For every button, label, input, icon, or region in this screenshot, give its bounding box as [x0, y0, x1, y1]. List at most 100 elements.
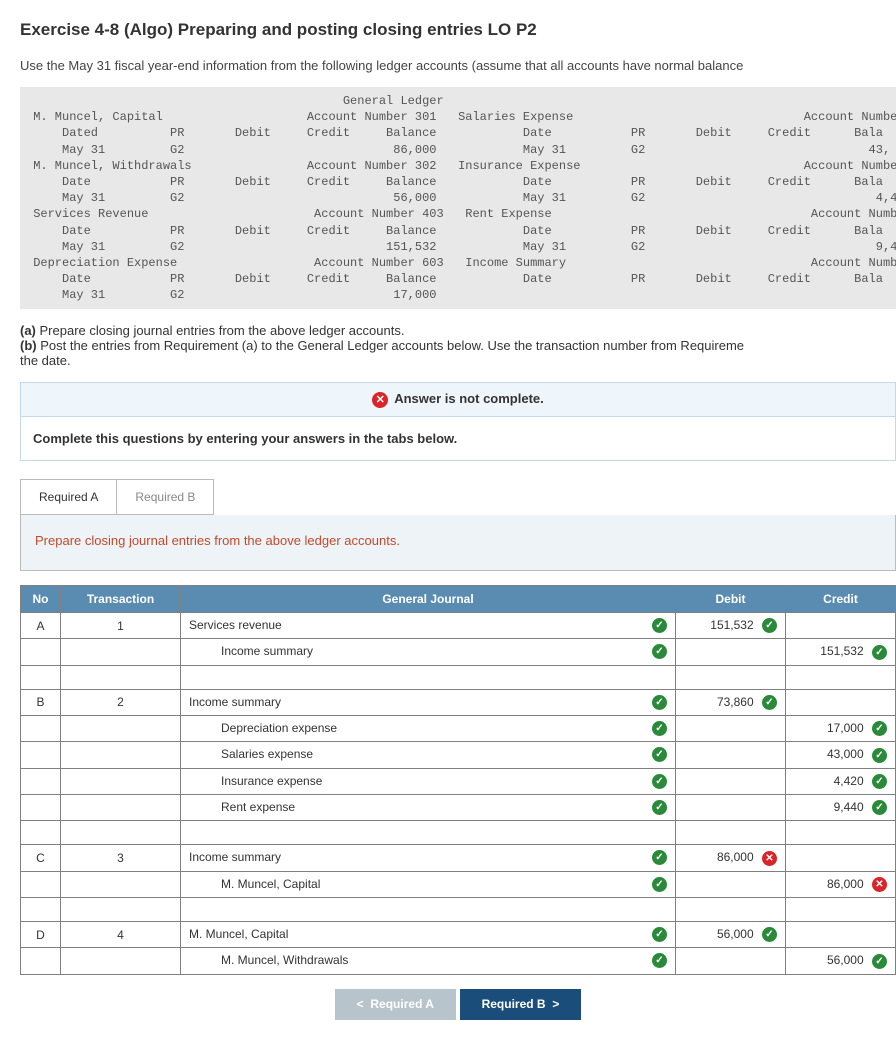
row-credit[interactable]: 43,000 ✓ — [786, 742, 896, 768]
row-no: D — [21, 921, 61, 947]
col-debit: Debit — [676, 586, 786, 613]
row-credit[interactable] — [786, 921, 896, 947]
row-credit[interactable]: 56,000 ✓ — [786, 948, 896, 974]
part-b-text: Post the entries from Requirement (a) to… — [40, 338, 744, 353]
check-icon: ✓ — [652, 953, 667, 968]
row-account[interactable]: Services revenue ✓ — [181, 613, 676, 639]
row-transaction — [61, 742, 181, 768]
journal-table: No Transaction General Journal Debit Cre… — [20, 585, 896, 975]
check-icon: ✓ — [872, 748, 887, 763]
alert-header: ✕ Answer is not complete. — [21, 383, 895, 416]
check-icon: ✓ — [762, 618, 777, 633]
row-no — [21, 768, 61, 794]
wrong-icon: ✕ — [872, 877, 887, 892]
row-debit[interactable]: 86,000 ✕ — [676, 845, 786, 871]
instructions: Use the May 31 fiscal year-end informati… — [20, 58, 896, 73]
row-debit[interactable] — [676, 742, 786, 768]
chevron-left-icon: < — [357, 998, 364, 1012]
row-no — [21, 742, 61, 768]
nav-next-label: Required B — [482, 997, 546, 1011]
check-icon: ✓ — [652, 927, 667, 942]
row-transaction — [61, 871, 181, 897]
tab-required-b[interactable]: Required B — [117, 479, 214, 515]
row-debit[interactable] — [676, 768, 786, 794]
alert-subtext: Complete this questions by entering your… — [21, 416, 895, 460]
row-transaction — [61, 948, 181, 974]
check-icon: ✓ — [872, 954, 887, 969]
row-debit[interactable]: 151,532 ✓ — [676, 613, 786, 639]
row-account[interactable]: M. Muncel, Capital ✓ — [181, 871, 676, 897]
row-credit[interactable]: 86,000 ✕ — [786, 871, 896, 897]
general-ledger-block: General Ledger M. Muncel, Capital Accoun… — [20, 87, 896, 309]
row-debit[interactable] — [676, 948, 786, 974]
nav-next-button[interactable]: Required B > — [460, 989, 582, 1020]
row-account[interactable]: Insurance expense ✓ — [181, 768, 676, 794]
tab-body: Prepare closing journal entries from the… — [20, 515, 896, 571]
tabs: Required ARequired B Prepare closing jou… — [20, 479, 896, 571]
row-no — [21, 715, 61, 741]
part-b-tail: the date. — [20, 353, 896, 368]
row-no: B — [21, 689, 61, 715]
row-credit[interactable] — [786, 689, 896, 715]
check-icon: ✓ — [652, 695, 667, 710]
row-credit[interactable]: 17,000 ✓ — [786, 715, 896, 741]
check-icon: ✓ — [652, 721, 667, 736]
col-no: No — [21, 586, 61, 613]
row-credit[interactable] — [786, 845, 896, 871]
check-icon: ✓ — [652, 747, 667, 762]
check-icon: ✓ — [872, 800, 887, 815]
tab-required-a[interactable]: Required A — [20, 479, 117, 515]
row-debit[interactable] — [676, 715, 786, 741]
row-credit[interactable]: 9,440 ✓ — [786, 794, 896, 820]
alert-title: Answer is not complete. — [394, 391, 544, 406]
row-transaction — [61, 794, 181, 820]
row-transaction — [61, 715, 181, 741]
question-list: (a) Prepare closing journal entries from… — [20, 323, 896, 368]
row-transaction: 1 — [61, 613, 181, 639]
row-account[interactable]: Income summary ✓ — [181, 689, 676, 715]
nav-buttons: < Required A Required B > — [20, 989, 896, 1020]
row-debit[interactable] — [676, 794, 786, 820]
error-icon: ✕ — [372, 392, 388, 408]
check-icon: ✓ — [872, 645, 887, 660]
row-debit[interactable]: 73,860 ✓ — [676, 689, 786, 715]
row-transaction: 4 — [61, 921, 181, 947]
row-no — [21, 639, 61, 665]
part-a-text: Prepare closing journal entries from the… — [40, 323, 405, 338]
row-debit[interactable] — [676, 871, 786, 897]
alert-box: ✕ Answer is not complete. Complete this q… — [20, 382, 896, 461]
row-transaction — [61, 639, 181, 665]
check-icon: ✓ — [652, 644, 667, 659]
row-transaction — [61, 768, 181, 794]
check-icon: ✓ — [762, 695, 777, 710]
row-account[interactable]: Rent expense ✓ — [181, 794, 676, 820]
row-debit[interactable]: 56,000 ✓ — [676, 921, 786, 947]
tab-body-text: Prepare closing journal entries from the… — [35, 533, 881, 548]
check-icon: ✓ — [872, 774, 887, 789]
nav-prev-button[interactable]: < Required A — [335, 989, 456, 1020]
row-no: A — [21, 613, 61, 639]
row-credit[interactable]: 4,420 ✓ — [786, 768, 896, 794]
row-account[interactable]: Income summary ✓ — [181, 639, 676, 665]
row-account[interactable]: Depreciation expense ✓ — [181, 715, 676, 741]
row-account[interactable]: M. Muncel, Withdrawals ✓ — [181, 948, 676, 974]
col-general-journal: General Journal — [181, 586, 676, 613]
row-account[interactable]: Income summary ✓ — [181, 845, 676, 871]
row-credit[interactable] — [786, 613, 896, 639]
wrong-icon: ✕ — [762, 851, 777, 866]
row-debit[interactable] — [676, 639, 786, 665]
col-credit: Credit — [786, 586, 896, 613]
row-no — [21, 794, 61, 820]
row-transaction: 3 — [61, 845, 181, 871]
check-icon: ✓ — [652, 877, 667, 892]
check-icon: ✓ — [652, 800, 667, 815]
row-account[interactable]: Salaries expense ✓ — [181, 742, 676, 768]
row-transaction: 2 — [61, 689, 181, 715]
row-no: C — [21, 845, 61, 871]
row-account[interactable]: M. Muncel, Capital ✓ — [181, 921, 676, 947]
check-icon: ✓ — [872, 721, 887, 736]
row-no — [21, 948, 61, 974]
row-credit[interactable]: 151,532 ✓ — [786, 639, 896, 665]
check-icon: ✓ — [652, 618, 667, 633]
check-icon: ✓ — [652, 774, 667, 789]
